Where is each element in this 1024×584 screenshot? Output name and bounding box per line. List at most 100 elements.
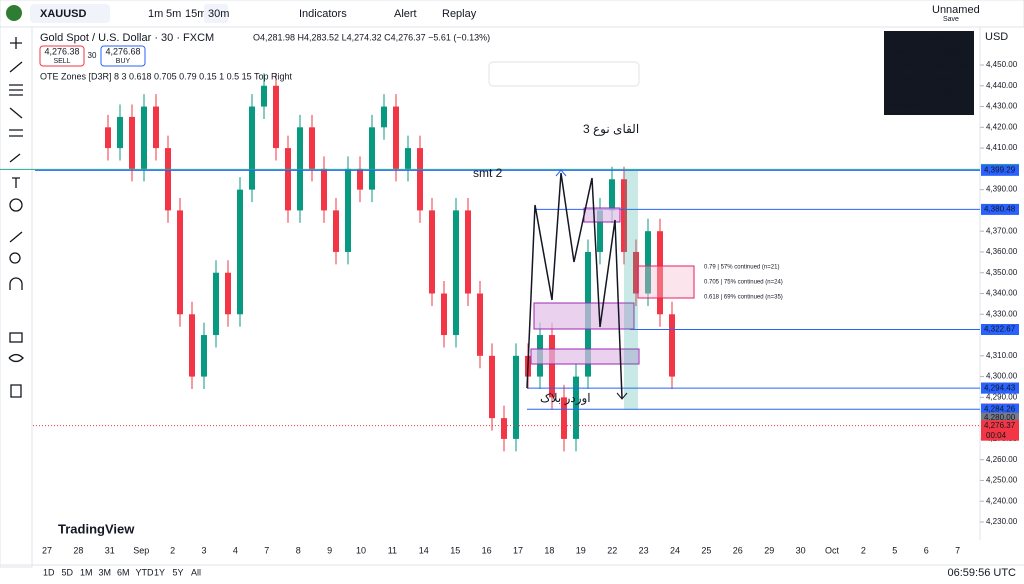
y-tick-label: 4,250.00 <box>986 476 1018 485</box>
y-tick-label: 4,310.00 <box>986 351 1018 360</box>
price-tag <box>981 164 1019 176</box>
range-button[interactable]: 1Y <box>154 567 165 577</box>
candle-body <box>261 85 267 107</box>
interval[interactable]: 5m <box>166 8 181 20</box>
left-toolbar <box>0 26 33 568</box>
sell-label[interactable]: SELL <box>53 58 70 65</box>
buy-button[interactable] <box>100 45 146 67</box>
table-cell: 0.705 <box>900 77 916 83</box>
x-tick-label: 26 <box>733 545 743 555</box>
candle-body <box>117 116 123 149</box>
zone <box>624 170 638 410</box>
countdown-tag <box>981 430 1019 441</box>
x-tick-label: 24 <box>670 545 680 555</box>
x-tick-label: 19 <box>576 545 586 555</box>
table-cell: 0.618 <box>900 64 916 70</box>
indicator-legend: OTE Zones [D3R] 8 3 0.618 0.705 0.79 0.1… <box>40 71 292 81</box>
table-cell: Total Touches <box>888 104 925 110</box>
candle-body <box>105 127 111 149</box>
table-cell: 80 <box>950 104 957 110</box>
top-bar <box>0 0 1024 28</box>
x-tick-label: 14 <box>419 545 429 555</box>
y-tick-label: 4,370.00 <box>986 226 1018 235</box>
sell-button[interactable] <box>39 45 85 67</box>
candle-body <box>345 168 351 252</box>
spread: 30 <box>88 51 97 60</box>
arrow <box>616 392 628 400</box>
range-button[interactable]: 3M <box>99 567 112 577</box>
table-cell: Active Zone <box>890 51 922 57</box>
candle-body <box>369 127 375 190</box>
range-button[interactable]: 5D <box>62 567 74 577</box>
countdown: 00:04 <box>986 431 1007 440</box>
avatar[interactable] <box>6 5 22 21</box>
ote-table <box>884 31 974 115</box>
candle-body <box>621 179 627 252</box>
candle-body <box>165 148 171 211</box>
y-tick-label: 4,330.00 <box>986 309 1018 318</box>
range-button[interactable]: All <box>191 567 201 577</box>
x-tick-label: 6 <box>924 545 929 555</box>
x-tick-label: 30 <box>796 545 806 555</box>
candle-body <box>357 168 363 190</box>
brand: TradingView <box>58 521 135 536</box>
replay-button[interactable]: Replay <box>442 8 477 20</box>
candle-body <box>237 189 243 315</box>
table-cell: 57% (n=21) <box>936 90 967 96</box>
drawing-toolbar[interactable] <box>488 61 640 87</box>
legend-ohlc: O4,281.98 H4,283.52 L4,274.32 C4,276.37 … <box>253 32 490 42</box>
range-button[interactable]: 1D <box>43 567 55 577</box>
drawing-path <box>526 172 623 399</box>
candle-body <box>201 335 207 377</box>
x-tick-label: 7 <box>264 545 269 555</box>
y-tick-label: 4,340.00 <box>986 289 1018 298</box>
price-tag <box>981 203 1019 215</box>
layout-name[interactable]: Unnamed <box>932 4 980 16</box>
x-tick-label: 22 <box>607 545 617 555</box>
candle-body <box>273 85 279 149</box>
symbol-box[interactable] <box>30 4 110 23</box>
bottom-bar: 1D 5D 1M 3M 6M YTD 1Y 5Y All <box>43 567 201 577</box>
x-tick-label: 10 <box>356 545 366 555</box>
y-tick-label: 4,230.00 <box>986 517 1018 526</box>
candle-body <box>489 355 495 419</box>
zones <box>526 169 695 410</box>
x-tick-label: 31 <box>105 545 115 555</box>
candle-body <box>645 231 651 294</box>
alert-button[interactable]: Alert <box>394 8 417 20</box>
x-tick-label: 16 <box>482 545 492 555</box>
y-tick-label: 4,410.00 <box>986 143 1018 152</box>
candle-body <box>225 272 231 315</box>
interval[interactable]: 1m <box>148 8 163 20</box>
range-button[interactable]: 5Y <box>173 567 184 577</box>
candle-body <box>153 106 159 149</box>
sell-price[interactable]: 4,276.38 <box>44 46 79 56</box>
candle-body <box>501 418 507 439</box>
range-button[interactable]: 1M <box>80 567 93 577</box>
candle-body <box>177 210 183 315</box>
y-tick-label: 4,390.00 <box>986 185 1018 194</box>
indicators-button[interactable]: Indicators <box>299 8 347 20</box>
interval[interactable]: 30m <box>208 8 229 20</box>
range-button[interactable]: YTD <box>136 567 155 577</box>
buy-price[interactable]: 4,276.68 <box>105 46 140 56</box>
interval[interactable]: 15m <box>185 8 206 20</box>
range-button[interactable]: 6M <box>117 567 130 577</box>
table-title: OTE AI [D3R] <box>911 37 948 43</box>
tool-icons <box>8 37 24 398</box>
x-tick-label: 8 <box>296 545 301 555</box>
candle-body <box>465 210 471 294</box>
price-tag-label: 4,399.29 <box>984 165 1016 174</box>
y-tick-label: 4,350.00 <box>986 268 1018 277</box>
price-tag <box>981 382 1019 394</box>
price-tag <box>981 420 1019 432</box>
symbol[interactable]: XAUUSD <box>40 8 87 20</box>
x-tick-label: Oct <box>825 545 840 555</box>
buy-label[interactable]: BUY <box>116 58 131 65</box>
save[interactable]: Save <box>943 16 959 23</box>
x-tick-label: 25 <box>701 545 711 555</box>
x-tick-label: 7 <box>955 545 960 555</box>
candle-body <box>129 116 135 169</box>
x-tick-label: 3 <box>201 545 206 555</box>
